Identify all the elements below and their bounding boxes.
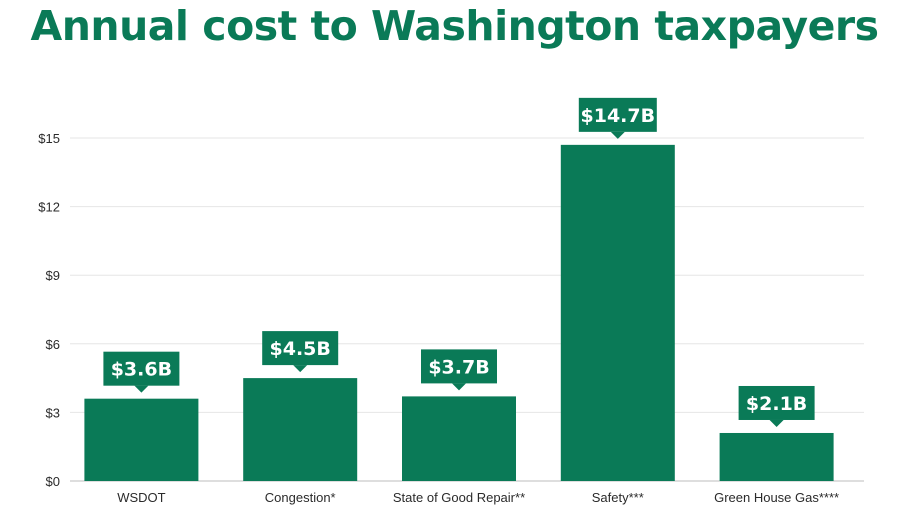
- category-label: State of Good Repair**: [393, 490, 525, 505]
- data-label-text: $4.5B: [270, 338, 331, 360]
- bar: [243, 378, 358, 481]
- y-tick-label: $12: [38, 200, 60, 215]
- bars: [84, 144, 834, 482]
- category-label: Green House Gas****: [714, 490, 839, 505]
- bar: [402, 396, 516, 481]
- y-axis-ticks: $0 $3 $6 $9 $12 $15: [38, 131, 60, 489]
- data-label-box: [103, 351, 180, 386]
- category-label: Congestion*: [265, 490, 336, 505]
- bar: [560, 144, 675, 482]
- y-tick-label: $9: [46, 268, 60, 283]
- data-label-pointer: [134, 385, 149, 393]
- data-label-text: $14.7B: [581, 105, 656, 127]
- bar: [719, 432, 834, 481]
- data-label-text: $3.6B: [111, 359, 172, 381]
- y-tick-label: $0: [46, 474, 60, 489]
- data-label-pointer: [769, 419, 784, 427]
- gridlines: [70, 137, 864, 413]
- data-label-box: [738, 385, 815, 420]
- category-label: Safety***: [592, 490, 644, 505]
- data-label-text: $2.1B: [746, 393, 807, 415]
- category-label: WSDOT: [117, 490, 165, 505]
- data-label: $4.5B: [262, 331, 339, 373]
- chart-title: Annual cost to Washington taxpayers: [30, 2, 879, 50]
- data-label-box: [578, 97, 657, 132]
- bar: [84, 398, 199, 481]
- data-label-pointer: [452, 383, 466, 391]
- data-label-box: [262, 331, 339, 366]
- data-label-box: [421, 349, 497, 384]
- data-label-pointer: [610, 131, 625, 139]
- data-label: $3.7B: [421, 349, 497, 391]
- data-label-pointer: [293, 365, 308, 373]
- data-label: $2.1B: [738, 385, 815, 427]
- data-label-text: $3.7B: [428, 356, 489, 378]
- data-label: $14.7B: [578, 97, 657, 139]
- y-tick-label: $3: [46, 405, 60, 420]
- category-labels: WSDOT Congestion* State of Good Repair** Sa…: [117, 490, 839, 505]
- y-tick-label: $6: [46, 337, 60, 352]
- data-label: $3.6B: [103, 351, 180, 393]
- data-labels: $3.6B $4.5B $3.7B $14.7B $2.1B: [103, 97, 815, 427]
- y-tick-label: $15: [38, 131, 60, 146]
